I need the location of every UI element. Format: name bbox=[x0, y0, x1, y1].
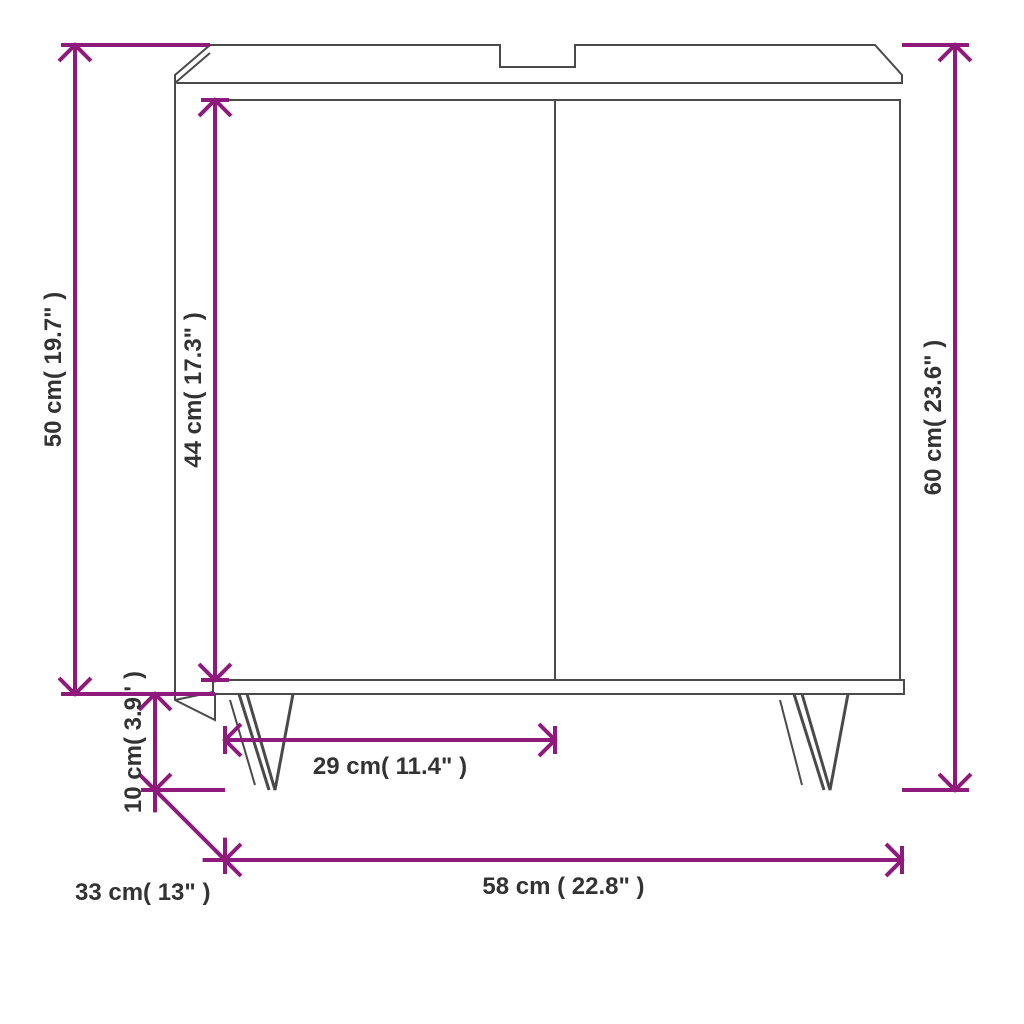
dim-width-total-label: 58 cm ( 22.8" ) bbox=[482, 873, 644, 900]
dim-height-body-label: 50 cm( 19.7" ) bbox=[40, 292, 67, 447]
dim-height-total-label: 60 cm( 23.6" ) bbox=[920, 340, 947, 495]
right-door bbox=[555, 100, 900, 680]
dim-depth-label: 33 cm( 13" ) bbox=[75, 879, 210, 906]
dim-height-door-label: 44 cm( 17.3" ) bbox=[180, 312, 207, 467]
dim-width-door-label: 29 cm( 11.4" ) bbox=[313, 753, 467, 780]
cabinet-drawing bbox=[175, 45, 904, 790]
dim-depth bbox=[155, 790, 225, 860]
left-door bbox=[215, 100, 555, 680]
